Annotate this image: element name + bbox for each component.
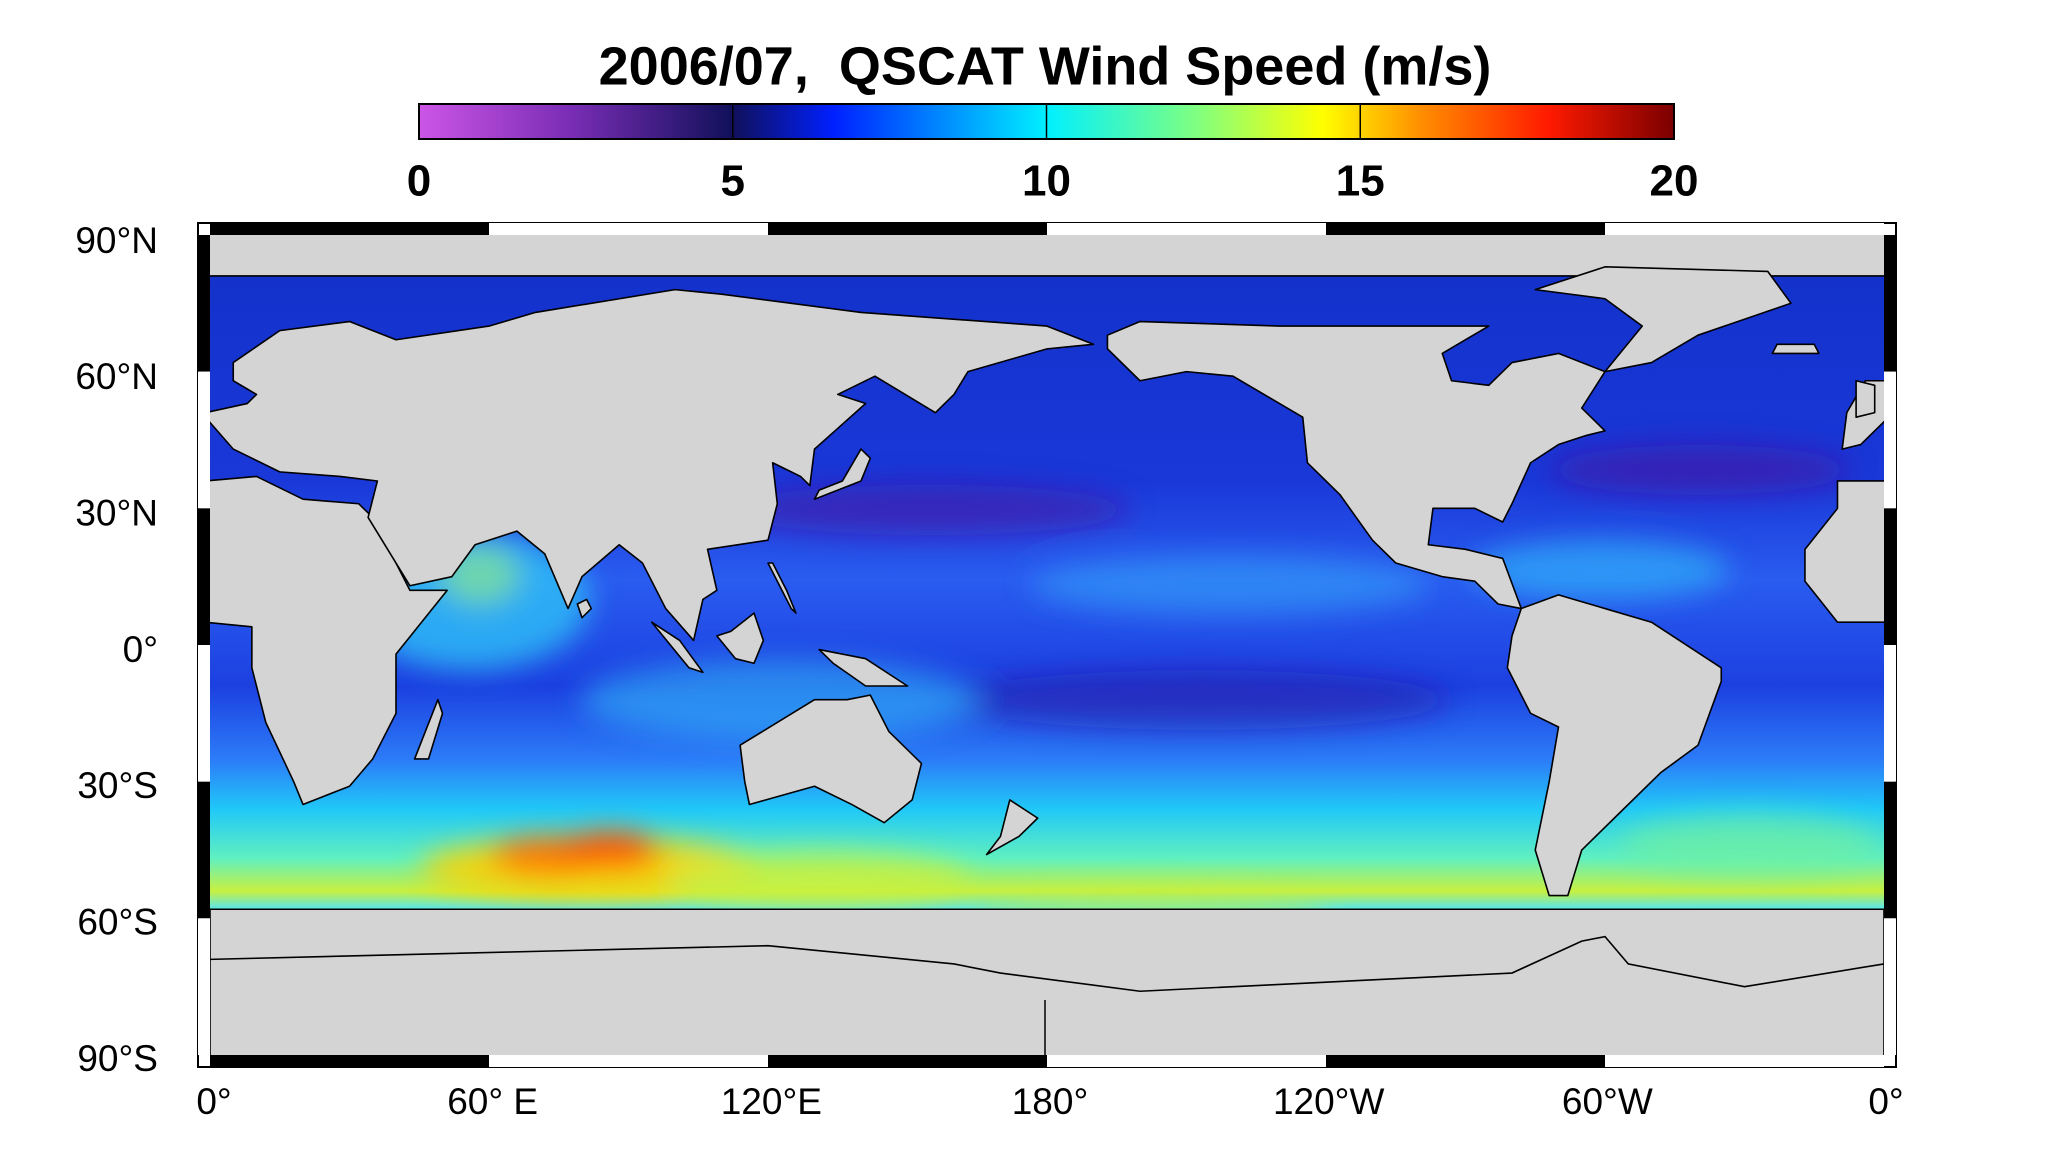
lat-label: 30°S: [77, 765, 158, 806]
frame-segment: [1884, 371, 1896, 509]
frame-segment: [198, 781, 210, 919]
colorbar-ticks: 0 5 10 15 20: [407, 104, 1699, 206]
frame-segment: [768, 1055, 1047, 1067]
frame-segment: [198, 918, 210, 1056]
title: 2006/07, QSCAT Wind Speed (m/s): [599, 36, 1492, 96]
lon-label: 180°: [1012, 1081, 1089, 1122]
frame-segment: [1326, 223, 1605, 235]
frame-segment: [198, 508, 210, 646]
frame-segment: [1605, 1055, 1884, 1067]
lat-labels: 90°N 60°N 30°N 0° 30°S 60°S 90°S: [75, 220, 158, 1079]
land: [210, 235, 1884, 1055]
frame-segment: [1884, 918, 1896, 1056]
lon-label: 120°E: [721, 1081, 822, 1122]
lon-labels: 0° 60° E 120°E 180° 120°W 60°W 0°: [196, 1081, 1903, 1122]
frame-segment: [1884, 781, 1896, 919]
lon-label: 120°W: [1273, 1081, 1385, 1122]
colorbar-tick-label: 20: [1650, 157, 1699, 206]
frame-segment: [210, 1055, 489, 1067]
frame-segment: [198, 645, 210, 782]
colorbar-tick-label: 5: [721, 157, 745, 206]
lat-label: 60°S: [77, 901, 158, 942]
lon-label: 0°: [196, 1081, 231, 1122]
lat-label: 30°N: [75, 492, 158, 533]
frame-segments: [198, 223, 1896, 1067]
frame-segment: [489, 1055, 768, 1067]
lat-label: 90°S: [77, 1038, 158, 1079]
frame-segment: [1884, 235, 1896, 372]
frame-segment: [198, 371, 210, 509]
frame-segment: [489, 223, 768, 235]
colorbar-tick-label: 0: [407, 157, 431, 206]
frame-segment: [768, 223, 1047, 235]
frame-segment: [210, 223, 489, 235]
lon-label: 0°: [1868, 1081, 1903, 1122]
frame-segment: [1047, 1055, 1326, 1067]
lat-label: 0°: [123, 629, 158, 670]
frame-segment: [1884, 508, 1896, 646]
lon-label: 60° E: [447, 1081, 538, 1122]
frame-segment: [1047, 223, 1326, 235]
lat-label: 90°N: [75, 220, 158, 261]
frame-segment: [198, 235, 210, 372]
frame-segment: [1884, 645, 1896, 782]
colorbar-tick-label: 10: [1022, 157, 1071, 206]
map: [210, 235, 1884, 1055]
lat-label: 60°N: [75, 356, 158, 397]
frame-segment: [1605, 223, 1884, 235]
lon-label: 60°W: [1562, 1081, 1653, 1122]
frame-segment: [1326, 1055, 1605, 1067]
colorbar-tick-label: 15: [1336, 157, 1385, 206]
